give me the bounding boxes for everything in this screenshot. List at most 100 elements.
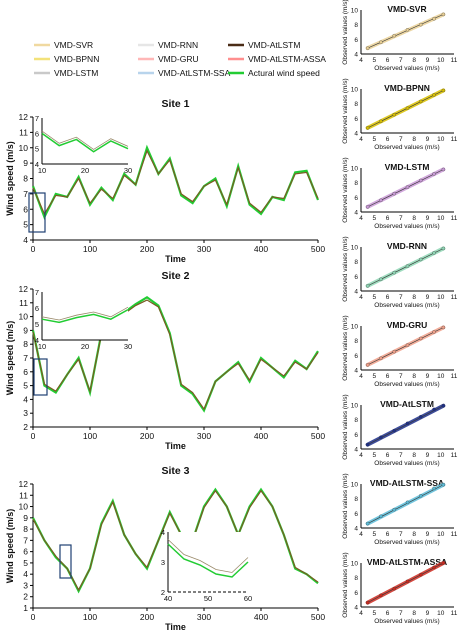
scatter-y-axis-label: Observed values (m/s) (342, 473, 349, 538)
scatter-y-axis-label: Observed values (m/s) (342, 315, 349, 380)
scatter-x-tick-label: 8 (412, 294, 416, 301)
scatter-point (441, 88, 446, 93)
scatter-x-tick-label: 10 (437, 136, 445, 143)
scatter-y-tick-label: 4 (354, 210, 358, 217)
scatter-point (432, 486, 436, 491)
x-tick-label: 300 (197, 612, 211, 622)
legend-label: VMD-AtLSTM (248, 40, 300, 50)
scatter-point (419, 22, 423, 27)
scatter-y-tick-label: 10 (351, 245, 359, 252)
series-line-atlstm (32, 299, 319, 411)
y-tick-label: 6 (23, 547, 28, 557)
scatter-x-tick-label: 9 (426, 531, 430, 538)
scatter-point (405, 579, 410, 584)
inset-y-tick-label: 2 (161, 588, 165, 597)
scatter-point (405, 264, 410, 268)
scatter-point (419, 572, 423, 577)
scatter-point (432, 17, 436, 21)
scatter-point (405, 500, 410, 505)
inset-y-tick-label: 3 (161, 558, 165, 567)
x-tick-label: 400 (254, 612, 268, 622)
legend-label: VMD-AtLSTM-ASSA (248, 54, 326, 64)
scatter-point (365, 363, 370, 367)
scatter-y-tick-label: 6 (354, 353, 358, 360)
scatter-x-tick-label: 10 (437, 294, 445, 301)
scatter-point (419, 414, 423, 419)
scatter-x-tick-label: 6 (386, 294, 390, 301)
scatter-x-tick-label: 4 (359, 294, 363, 301)
scatter-x-tick-label: 11 (451, 531, 458, 538)
scatter-point (392, 33, 396, 38)
scatter-x-axis-label: Observed values (m/s) (374, 223, 439, 230)
y-tick-label: 5 (23, 381, 28, 391)
scatter-x-tick-label: 5 (372, 215, 376, 222)
inset-y-tick-label: 6 (35, 129, 39, 138)
series-line-atlstm (32, 489, 319, 592)
x-axis-label: Time (165, 622, 186, 632)
inset-x-tick-label: 10 (38, 342, 46, 351)
scatter-title: VMD-AtLSTM (380, 399, 434, 409)
y-tick-label: 11 (19, 127, 28, 137)
scatter-x-tick-label: 4 (359, 136, 363, 143)
inset-y-tick-label: 7 (35, 114, 39, 123)
y-tick-label: 7 (23, 535, 28, 545)
scatter-point (365, 126, 370, 130)
scatter-point (379, 435, 383, 440)
scatter-y-axis-label: Observed values (m/s) (342, 0, 349, 65)
scatter-point (392, 349, 396, 354)
scatter-x-tick-label: 4 (359, 57, 363, 64)
scatter-y-tick-label: 6 (354, 37, 358, 44)
x-tick-label: 100 (83, 612, 97, 622)
scatter-point (392, 112, 396, 117)
x-tick-label: 200 (140, 431, 154, 441)
scatter-point (392, 507, 396, 512)
scatter-x-tick-label: 11 (451, 294, 458, 301)
scatter-x-tick-label: 10 (437, 610, 445, 617)
scatter-x-axis-label: Observed values (m/s) (374, 65, 439, 72)
scatter-y-tick-label: 4 (354, 368, 358, 375)
y-tick-label: 12 (19, 479, 29, 489)
inset-series-line (167, 539, 249, 573)
scatter-y-tick-label: 10 (351, 166, 359, 173)
legend-label: VMD-SVR (54, 40, 93, 50)
scatter-y-tick-label: 4 (354, 447, 358, 454)
x-tick-label: 500 (311, 431, 325, 441)
scatter-x-tick-label: 7 (399, 57, 403, 64)
scatter-x-tick-label: 9 (426, 136, 430, 143)
scatter-x-tick-label: 11 (451, 452, 458, 459)
y-tick-label: 5 (23, 220, 28, 230)
scatter-x-tick-label: 8 (412, 610, 416, 617)
scatter-y-tick-label: 6 (354, 432, 358, 439)
scatter-y-tick-label: 8 (354, 180, 358, 187)
series-line-atlstm (32, 149, 319, 216)
scatter-point (379, 198, 383, 203)
x-tick-label: 200 (140, 244, 154, 254)
zoom-highlight-box (59, 544, 72, 579)
scatter-x-tick-label: 5 (372, 610, 376, 617)
scatter-fit-line (367, 484, 444, 524)
scatter-x-tick-label: 5 (372, 57, 376, 64)
scatter-point (441, 482, 446, 487)
scatter-y-tick-label: 4 (354, 526, 358, 533)
scatter-x-tick-label: 7 (399, 294, 403, 301)
x-tick-label: 0 (31, 612, 36, 622)
scatter-fit-line (367, 562, 444, 603)
y-tick-label: 1 (23, 603, 28, 613)
scatter-y-tick-label: 6 (354, 590, 358, 597)
y-tick-label: 2 (23, 592, 28, 602)
inset-x-tick-label: 10 (38, 166, 46, 175)
scatter-x-tick-label: 5 (372, 531, 376, 538)
scatter-point (405, 421, 410, 426)
y-tick-label: 4 (23, 394, 28, 404)
scatter-x-tick-label: 4 (359, 373, 363, 380)
y-tick-label: 12 (19, 112, 29, 122)
scatter-point (392, 428, 396, 433)
scatter-point (419, 493, 423, 498)
scatter-x-tick-label: 11 (451, 373, 458, 380)
scatter-point (379, 277, 383, 282)
scatter-point (419, 336, 423, 341)
scatter-x-tick-label: 6 (386, 610, 390, 617)
scatter-point (365, 521, 370, 526)
inset-y-tick-label: 4 (35, 160, 39, 169)
